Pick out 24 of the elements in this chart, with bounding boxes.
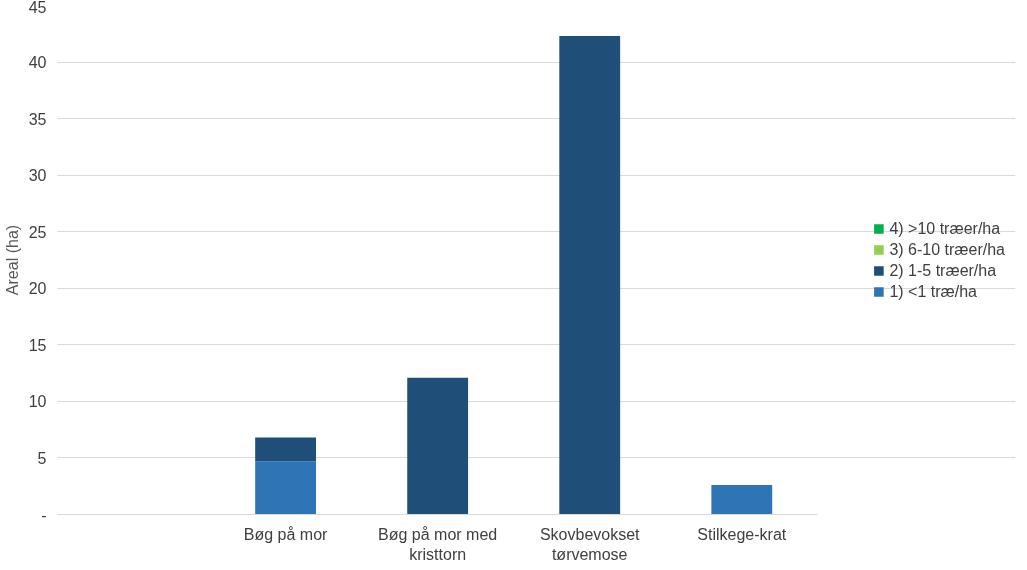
legend-label: 2) 1-5 træer/ha bbox=[889, 261, 997, 279]
y-tick-label: 45 bbox=[28, 0, 47, 16]
bar bbox=[407, 377, 469, 515]
x-tick-label: Skovbevokset tørvemose bbox=[539, 525, 641, 563]
x-tick-label: Bøg på mor bbox=[243, 525, 329, 543]
bar bbox=[255, 437, 317, 462]
y-tick-label: 15 bbox=[28, 336, 47, 354]
bar bbox=[255, 461, 317, 515]
bar bbox=[711, 485, 773, 515]
y-tick-label: 40 bbox=[28, 54, 47, 72]
y-tick-label: 5 bbox=[37, 449, 47, 467]
y-axis-title: Areal (ha) bbox=[3, 224, 21, 296]
y-tick-label: 20 bbox=[28, 280, 47, 298]
legend-label: 4) >10 træer/ha bbox=[889, 219, 1001, 237]
y-tick-label: 30 bbox=[28, 167, 47, 185]
bar bbox=[559, 36, 621, 515]
y-tick-label: - bbox=[41, 506, 47, 524]
y-tick-label: 25 bbox=[28, 223, 47, 241]
x-tick-label: Stilkege-krat bbox=[697, 525, 787, 543]
legend-label: 1) <1 træ/ha bbox=[889, 282, 977, 300]
y-tick-label: 10 bbox=[28, 393, 47, 411]
y-tick-label: 35 bbox=[28, 110, 47, 128]
x-tick-label: Bøg på mor med kristtorn bbox=[378, 525, 498, 563]
legend-label: 3) 6-10 træer/ha bbox=[889, 240, 1005, 258]
